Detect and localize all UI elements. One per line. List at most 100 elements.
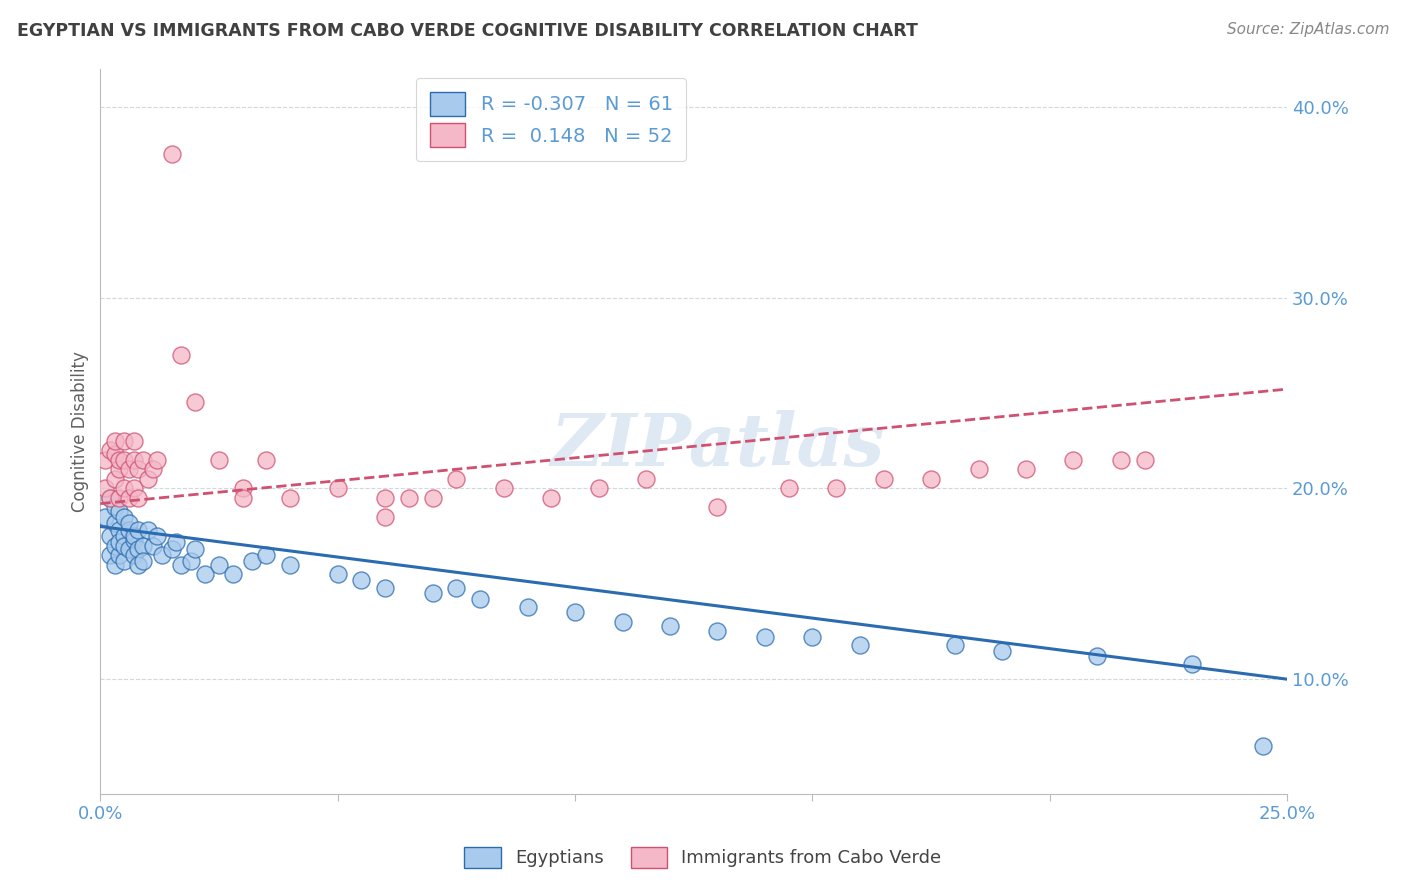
Point <box>165 534 187 549</box>
Point <box>540 491 562 505</box>
Point <box>118 542 141 557</box>
Point <box>122 481 145 495</box>
Point <box>122 529 145 543</box>
Legend: Egyptians, Immigrants from Cabo Verde: Egyptians, Immigrants from Cabo Verde <box>454 836 952 879</box>
Point <box>112 539 135 553</box>
Point <box>108 534 131 549</box>
Point <box>1253 739 1275 753</box>
Point <box>118 524 141 538</box>
Point <box>132 452 155 467</box>
Point <box>104 447 127 461</box>
Point <box>104 516 127 530</box>
Point <box>127 462 149 476</box>
Point <box>612 615 634 629</box>
Point <box>94 452 117 467</box>
Point <box>232 481 254 495</box>
Point <box>146 529 169 543</box>
Point <box>122 533 145 547</box>
Point <box>142 462 165 476</box>
Point <box>132 554 155 568</box>
Point <box>374 491 396 505</box>
Point <box>278 491 301 505</box>
Point <box>374 581 396 595</box>
Point <box>422 491 444 505</box>
Point <box>112 529 135 543</box>
Point <box>112 452 135 467</box>
Point <box>136 472 159 486</box>
Point <box>256 548 278 562</box>
Text: Source: ZipAtlas.com: Source: ZipAtlas.com <box>1226 22 1389 37</box>
Point <box>98 529 121 543</box>
Point <box>446 472 468 486</box>
Point <box>136 524 159 538</box>
Point <box>104 500 127 515</box>
Point <box>564 606 586 620</box>
Point <box>754 630 776 644</box>
Point <box>278 558 301 572</box>
Point <box>127 524 149 538</box>
Point <box>872 472 894 486</box>
Point <box>98 491 121 505</box>
Point <box>94 481 117 495</box>
Point <box>127 542 149 557</box>
Point <box>108 452 131 467</box>
Point <box>1181 657 1204 671</box>
Point <box>170 558 193 572</box>
Point <box>170 348 193 362</box>
Point <box>108 462 131 476</box>
Point <box>232 491 254 505</box>
Point <box>194 567 217 582</box>
Point <box>398 491 420 505</box>
Point <box>108 548 131 562</box>
Point <box>108 491 131 505</box>
Point <box>118 491 141 505</box>
Point <box>920 472 942 486</box>
Point <box>122 548 145 562</box>
Point <box>1085 649 1108 664</box>
Point <box>350 573 373 587</box>
Point <box>104 558 127 572</box>
Point <box>118 462 141 476</box>
Point <box>967 462 990 476</box>
Point <box>98 491 121 505</box>
Point <box>326 567 349 582</box>
Point <box>112 510 135 524</box>
Point <box>1015 462 1038 476</box>
Point <box>127 491 149 505</box>
Point <box>94 510 117 524</box>
Point <box>146 452 169 467</box>
Point <box>184 542 207 557</box>
Point <box>778 481 800 495</box>
Point <box>180 554 202 568</box>
Point <box>943 638 966 652</box>
Point <box>208 452 231 467</box>
Point <box>240 554 263 568</box>
Point <box>132 539 155 553</box>
Point <box>849 638 872 652</box>
Point <box>1062 452 1084 467</box>
Legend: R = -0.307   N = 61, R =  0.148   N = 52: R = -0.307 N = 61, R = 0.148 N = 52 <box>416 78 686 161</box>
Point <box>112 481 135 495</box>
Point <box>108 524 131 538</box>
Point <box>98 443 121 458</box>
Y-axis label: Cognitive Disability: Cognitive Disability <box>72 351 89 511</box>
Point <box>446 581 468 595</box>
Point <box>127 558 149 572</box>
Point <box>374 510 396 524</box>
Point <box>160 542 183 557</box>
Point <box>1109 452 1132 467</box>
Point <box>104 539 127 553</box>
Point <box>122 452 145 467</box>
Point <box>112 554 135 568</box>
Point <box>256 452 278 467</box>
Point <box>1133 452 1156 467</box>
Point <box>104 472 127 486</box>
Point <box>142 539 165 553</box>
Point <box>706 624 728 639</box>
Point <box>825 481 848 495</box>
Point <box>104 434 127 448</box>
Text: ZIPatlas: ZIPatlas <box>550 410 884 481</box>
Point <box>208 558 231 572</box>
Point <box>326 481 349 495</box>
Point <box>150 548 173 562</box>
